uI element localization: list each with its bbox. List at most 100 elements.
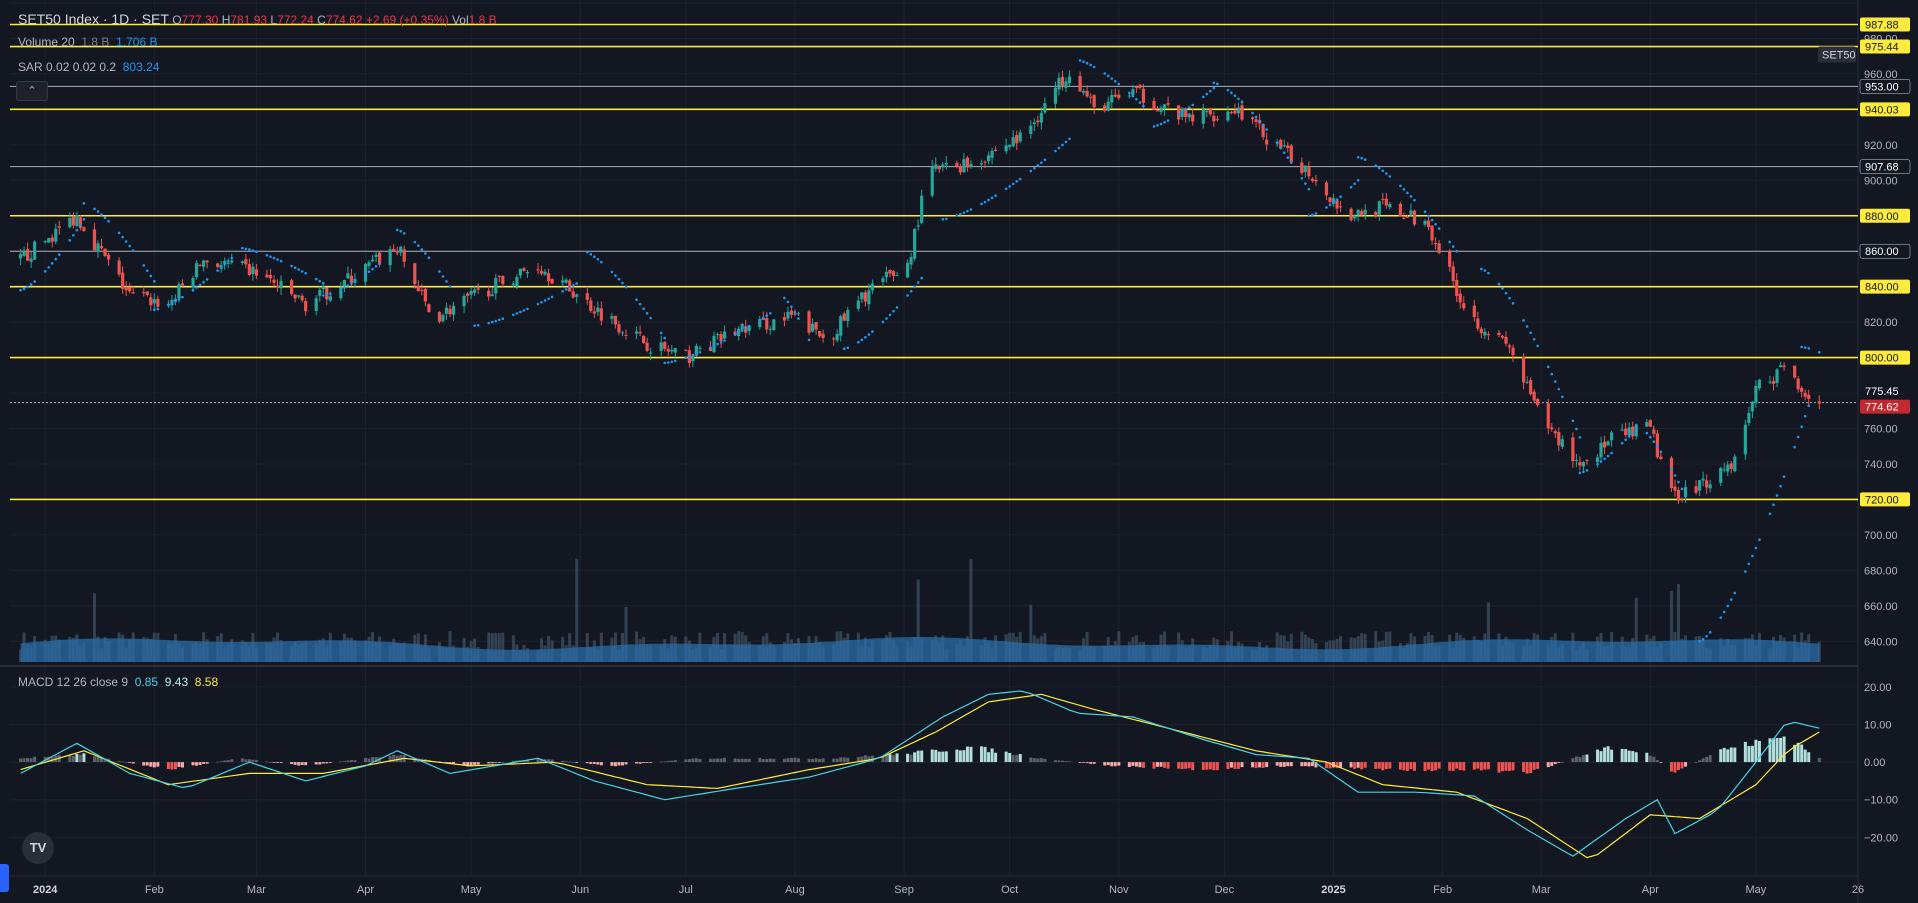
sar-dot — [1156, 124, 1159, 127]
macd-hist-bar — [1180, 762, 1184, 770]
candle-body — [1131, 89, 1135, 95]
candle-body — [1057, 77, 1061, 90]
candle-body — [318, 289, 322, 296]
sar-dot — [913, 285, 916, 289]
sar-dot — [82, 218, 86, 221]
macd-hist-bar — [1684, 762, 1688, 767]
price-tick-label: 660.00 — [1864, 601, 1898, 613]
sar-dot — [747, 325, 751, 328]
candle-body — [1698, 480, 1702, 491]
candle-body — [1606, 441, 1610, 446]
candle-body — [124, 286, 128, 291]
macd-hist-bar — [1747, 746, 1751, 763]
candle-body — [1437, 243, 1441, 254]
macd-hist-bar — [687, 759, 691, 763]
tradingview-logo[interactable]: TV — [22, 832, 54, 864]
macd-hist-bar — [1659, 762, 1663, 763]
macd-hist-bar — [1698, 760, 1702, 763]
macd-hist-bar — [1335, 762, 1339, 768]
collapse-legend-button[interactable]: ⌃ — [16, 81, 48, 101]
candle-body — [363, 263, 368, 282]
candle-body — [1110, 95, 1114, 103]
macd-hist-bar — [1177, 762, 1181, 769]
candle-body — [92, 229, 97, 251]
candle-body — [1778, 365, 1783, 368]
candle-body — [691, 355, 695, 362]
left-toolbar-handle[interactable] — [0, 864, 9, 892]
macd-hist-bar — [723, 757, 727, 763]
candle-body — [1719, 467, 1723, 483]
sar-dot — [1135, 98, 1138, 101]
macd-hist-bar — [1645, 752, 1649, 763]
macd-hist-bar — [1472, 762, 1476, 770]
macd-hist-bar — [1208, 762, 1212, 770]
macd-hist-bar — [1018, 754, 1022, 763]
sar-dot — [343, 286, 346, 289]
candle-body — [68, 217, 72, 228]
sar-dot — [219, 266, 223, 269]
macd-hist-bar — [796, 758, 800, 763]
macd-line — [20, 690, 1820, 857]
candle-body — [367, 262, 371, 267]
macd-hist-bar — [1750, 745, 1754, 763]
sar-dot — [673, 359, 677, 363]
candle-body — [979, 163, 984, 165]
macd-hist-bar — [1522, 762, 1526, 773]
candle-body — [402, 249, 406, 262]
sar-dot — [1406, 191, 1409, 195]
candle-body — [29, 258, 33, 262]
hline-label-bg — [1860, 17, 1910, 32]
sar-dot — [1092, 65, 1096, 69]
sar-dot — [290, 264, 293, 268]
volume-legend[interactable]: Volume 20 1.8 B 1.706 B — [18, 35, 157, 49]
candle-body — [1310, 178, 1314, 181]
macd-hist-bar — [649, 762, 653, 763]
candle-body — [427, 304, 431, 313]
macd-legend[interactable]: MACD 12 26 close 9 0.85 9.43 8.58 — [18, 675, 218, 689]
macd-hist-bar — [476, 762, 480, 765]
candle-body — [571, 291, 575, 298]
sar-dot — [346, 284, 350, 287]
candle-body — [649, 352, 653, 354]
sar-dot — [1078, 59, 1082, 62]
sar-dot — [666, 361, 670, 364]
macd-hist-bar — [613, 762, 617, 767]
candle-body — [891, 271, 896, 276]
sar-dot — [1673, 474, 1677, 477]
sar-dot — [1029, 169, 1033, 173]
last-price-label: 774.62 — [1865, 402, 1899, 414]
sar-dot — [124, 240, 128, 243]
sar-dot — [1103, 72, 1107, 75]
macd-hist-bar — [1053, 760, 1057, 763]
candle-body — [1261, 123, 1265, 137]
candle-body — [1036, 120, 1040, 123]
sar-dot — [1082, 60, 1085, 64]
sar-legend[interactable]: SAR 0.02 0.02 0.2 803.24 — [18, 60, 159, 74]
sar-dot — [1212, 86, 1216, 90]
candle-body — [342, 279, 346, 287]
time-tick-label: Feb — [145, 884, 164, 896]
sar-dot — [1747, 562, 1751, 566]
macd-hist-bar — [300, 762, 304, 766]
sar-dot — [1430, 218, 1434, 222]
candle-body — [860, 292, 864, 300]
macd-hist-bar — [550, 759, 554, 763]
candle-body — [198, 264, 202, 267]
sar-dot — [1325, 206, 1328, 209]
sar-dot — [1437, 227, 1441, 230]
macd-hist-bar — [1068, 761, 1072, 763]
macd-hist-bar — [1377, 762, 1381, 769]
volume-bar — [547, 635, 551, 662]
time-tick-label: Mar — [1532, 884, 1551, 896]
candle-body — [1162, 104, 1167, 109]
volume-bar — [1634, 597, 1638, 662]
macd-hist-bar — [244, 759, 248, 763]
symbol-title[interactable]: SET50 Index · 1D · SET — [18, 11, 169, 27]
macd-hist-bar — [29, 758, 33, 763]
sar-dot — [1670, 467, 1673, 471]
candle-body — [451, 305, 456, 315]
sar-dot — [1571, 419, 1575, 423]
sar-dot — [1328, 203, 1332, 207]
candle-body — [494, 278, 498, 294]
